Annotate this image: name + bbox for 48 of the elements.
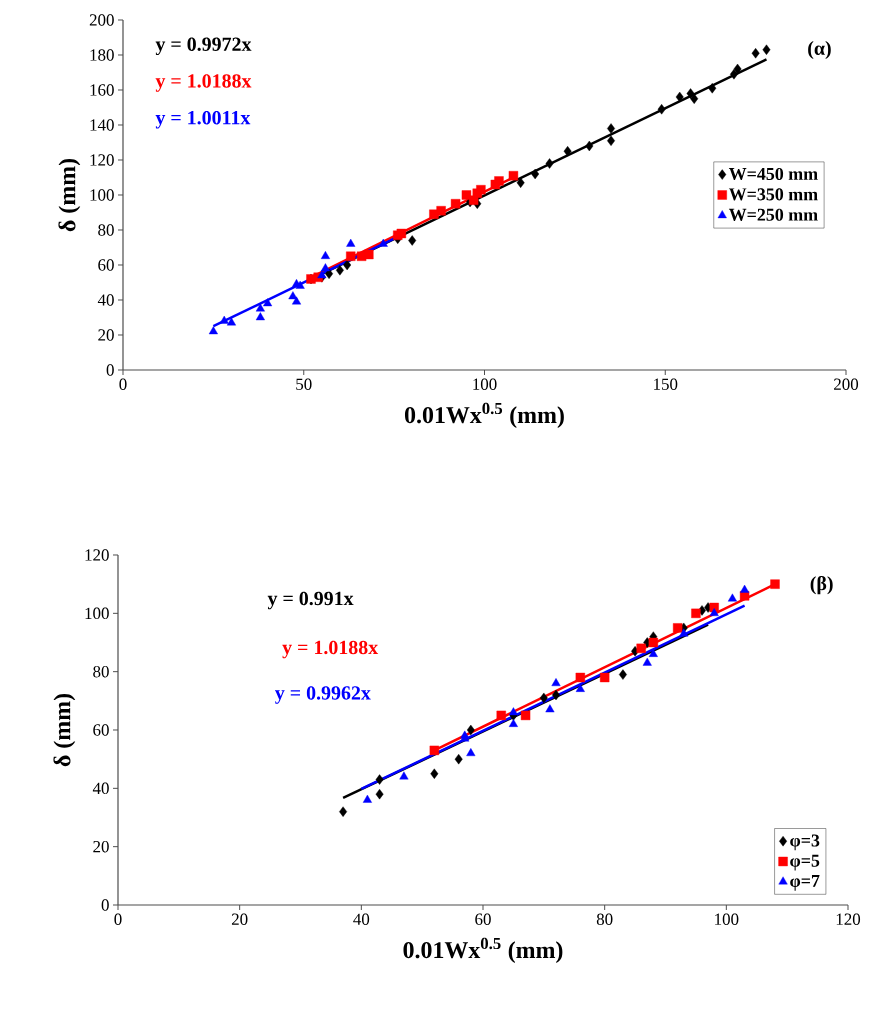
legend-label: W=350 mm bbox=[728, 188, 818, 201]
y-axis-title: δ (mm) bbox=[53, 693, 76, 767]
annotation: y = 1.0188x bbox=[155, 74, 252, 92]
y-tick-label: 100 bbox=[85, 607, 109, 620]
y-tick-label: 0 bbox=[106, 364, 114, 376]
x-tick-label: 0 bbox=[119, 378, 127, 390]
y-tick-label: 80 bbox=[98, 224, 114, 236]
x-tick-label: 80 bbox=[596, 913, 613, 925]
y-tick-label: 40 bbox=[92, 782, 109, 795]
y-tick-label: 60 bbox=[98, 259, 114, 271]
y-tick-label: 0 bbox=[101, 899, 109, 911]
y-tick-label: 120 bbox=[90, 154, 114, 166]
y-tick-label: 40 bbox=[97, 294, 114, 306]
y-tick-label: 180 bbox=[90, 49, 114, 61]
annotation: (β) bbox=[810, 576, 833, 595]
legend-label: φ=3 bbox=[790, 834, 820, 851]
annotation: y = 1.0188x bbox=[282, 640, 379, 659]
x-tick-label: 100 bbox=[715, 913, 739, 925]
x-tick-label: 100 bbox=[473, 378, 497, 390]
x-tick-label: 20 bbox=[231, 913, 248, 925]
x-tick-label: 200 bbox=[834, 378, 859, 390]
annotation: (α) bbox=[808, 41, 831, 60]
y-tick-label: 100 bbox=[90, 189, 114, 201]
y-tick-label: 140 bbox=[90, 119, 114, 131]
x-tick-label: 60 bbox=[475, 913, 491, 925]
y-tick-label: 20 bbox=[98, 329, 114, 341]
y-tick-label: 160 bbox=[90, 84, 114, 96]
legend-label: φ=5 bbox=[790, 854, 820, 871]
y-tick-label: 200 bbox=[89, 14, 114, 26]
annotation: y = 0.991x bbox=[267, 591, 354, 610]
legend-label: φ=7 bbox=[790, 875, 820, 891]
x-tick-label: 120 bbox=[836, 913, 861, 925]
annotation: y = 1.0011x bbox=[155, 110, 251, 129]
x-tick-label: 40 bbox=[353, 913, 370, 925]
annotation: y = 0.9972x bbox=[155, 37, 252, 56]
y-tick-label: 20 bbox=[93, 840, 109, 853]
legend-label: W=250 mm bbox=[728, 208, 818, 221]
x-tick-label: 150 bbox=[654, 378, 678, 390]
y-tick-label: 120 bbox=[85, 549, 109, 561]
y-tick-label: 80 bbox=[93, 665, 109, 678]
x-axis-title: 0.01Wx$^{0.5}$ (mm) bbox=[403, 937, 563, 964]
x-axis-title: 0.01Wx$^{0.5}$ (mm) bbox=[404, 402, 564, 428]
y-axis-title: δ (mm) bbox=[58, 158, 81, 232]
x-tick-label: 0 bbox=[114, 913, 122, 925]
x-tick-label: 50 bbox=[296, 378, 312, 390]
legend-label: W=450 mm bbox=[728, 167, 818, 181]
y-tick-label: 60 bbox=[93, 724, 109, 736]
annotation: y = 0.9962x bbox=[275, 686, 371, 704]
